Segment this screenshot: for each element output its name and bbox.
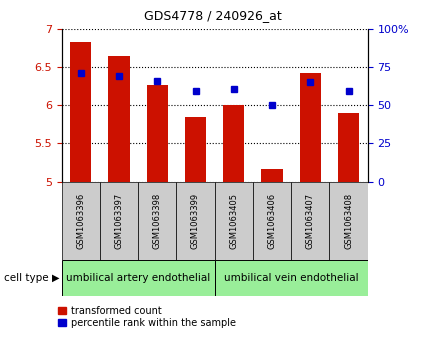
Bar [215, 182, 253, 260]
Bar [138, 182, 176, 260]
Text: GSM1063407: GSM1063407 [306, 192, 315, 249]
Bar [100, 182, 138, 260]
Bar [329, 182, 368, 260]
Bar [223, 105, 244, 182]
Text: umbilical vein endothelial: umbilical vein endothelial [224, 273, 358, 283]
Text: GSM1063406: GSM1063406 [267, 192, 277, 249]
Text: cell type: cell type [4, 273, 49, 283]
Bar [176, 182, 215, 260]
Bar [261, 168, 283, 182]
Text: umbilical artery endothelial: umbilical artery endothelial [66, 273, 210, 283]
Bar [300, 73, 321, 182]
Bar [185, 118, 206, 182]
Bar [291, 182, 329, 260]
Bar [62, 260, 215, 296]
Text: GSM1063397: GSM1063397 [114, 192, 124, 249]
Legend: transformed count, percentile rank within the sample: transformed count, percentile rank withi… [58, 306, 235, 328]
Bar [108, 56, 130, 182]
Text: GSM1063399: GSM1063399 [191, 192, 200, 249]
Bar [215, 260, 368, 296]
Bar [147, 85, 168, 182]
Text: GSM1063408: GSM1063408 [344, 192, 353, 249]
Text: GSM1063398: GSM1063398 [153, 192, 162, 249]
Text: ▶: ▶ [51, 273, 59, 283]
Bar [338, 113, 359, 182]
Bar [70, 42, 91, 182]
Bar [253, 182, 291, 260]
Text: GSM1063405: GSM1063405 [229, 192, 238, 249]
Text: GDS4778 / 240926_at: GDS4778 / 240926_at [144, 9, 281, 22]
Bar [62, 182, 100, 260]
Text: GSM1063396: GSM1063396 [76, 192, 85, 249]
